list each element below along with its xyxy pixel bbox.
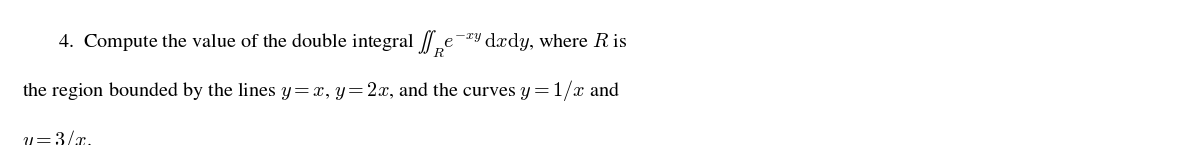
- Text: 4.  Compute the value of the double integral $\iint_R e^{-xy}\,\mathrm{d}x\mathr: 4. Compute the value of the double integ…: [58, 29, 626, 60]
- Text: $y = 3/x$.: $y = 3/x$.: [22, 128, 91, 145]
- Text: the region bounded by the lines $y = x$, $y = 2x$, and the curves $y = 1/x$ and: the region bounded by the lines $y = x$,…: [22, 78, 619, 103]
